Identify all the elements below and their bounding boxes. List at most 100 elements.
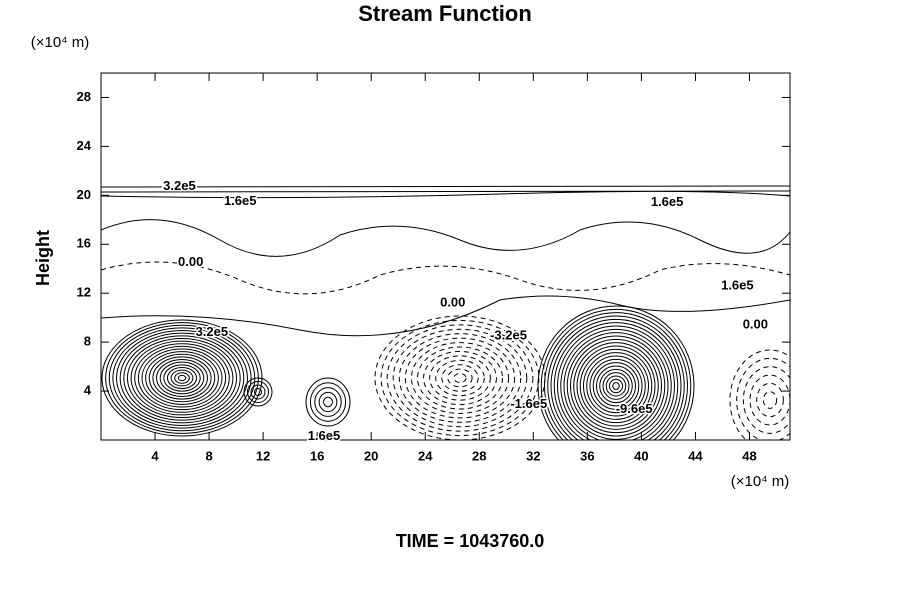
contour-ring <box>441 364 479 392</box>
contour-ring <box>742 366 790 434</box>
x-tick-label: 4 <box>151 448 159 463</box>
contour-ring <box>544 312 688 440</box>
contour-line <box>101 295 790 337</box>
contour-ring <box>566 335 666 437</box>
contour-ring <box>123 335 241 421</box>
contour-ring <box>557 325 675 440</box>
contour-ring <box>159 361 205 395</box>
y-tick-label: 28 <box>77 89 91 104</box>
x-tick-label: 36 <box>580 448 594 463</box>
contour-ring <box>570 338 662 434</box>
contour-ring <box>374 315 546 440</box>
contour-ring <box>174 372 190 384</box>
chart-title: Stream Function <box>358 1 532 26</box>
contour-ring <box>563 332 669 440</box>
plot-frame <box>100 72 791 441</box>
contour-ring <box>318 391 338 413</box>
contour-ring <box>112 327 252 429</box>
contour-ring <box>152 356 212 400</box>
contour-ring <box>609 378 623 394</box>
contour-label: 1.6e5 <box>721 277 754 292</box>
contour-ring <box>560 328 672 440</box>
footer: TIME = 1043760.0 <box>396 531 545 551</box>
contour-ring <box>247 381 269 403</box>
contour-ring <box>116 330 248 426</box>
contour-ring <box>141 348 223 408</box>
contour-line <box>101 261 790 295</box>
contour-ring <box>540 308 692 440</box>
contour-label: 0.00 <box>440 294 465 309</box>
contour-ring <box>166 366 198 390</box>
contour-ring <box>156 359 208 397</box>
contour-label: 0.00 <box>178 254 203 269</box>
contour-ring <box>314 387 342 417</box>
contour-ring <box>435 359 485 397</box>
contour-ring <box>137 345 227 411</box>
contour-ring <box>250 384 266 400</box>
y-tick-label: 12 <box>77 285 91 300</box>
contour-ring <box>126 337 238 419</box>
contour-ring <box>163 364 201 392</box>
contour-ring <box>550 318 682 440</box>
contour-label: -3.2e5 <box>490 327 527 342</box>
y-tick-label: 20 <box>77 187 91 202</box>
y-tick-label: 24 <box>77 138 92 153</box>
contour-label: -9.6e5 <box>616 401 653 416</box>
contour-label: 3.2e5 <box>163 178 196 193</box>
x-unit: (×10⁴ m) <box>731 473 790 490</box>
contour-ring <box>429 355 491 401</box>
contour-ring <box>243 377 273 407</box>
contour-ring <box>453 373 467 383</box>
contour-ring <box>398 333 522 423</box>
x-tick-label: 20 <box>364 448 378 463</box>
contour-ring <box>145 351 219 405</box>
x-tick-label: 8 <box>205 448 212 463</box>
x-tick-label: 12 <box>256 448 270 463</box>
contour-ring <box>762 391 778 409</box>
contour-ring <box>576 345 656 427</box>
x-tick-label: 24 <box>418 448 433 463</box>
y-tick-label: 4 <box>84 383 92 398</box>
contour-ring <box>177 374 187 382</box>
y-tick-label: 8 <box>84 334 91 349</box>
x-tick-label: 16 <box>310 448 324 463</box>
contour-ring <box>583 352 649 420</box>
contour-ring <box>323 396 333 408</box>
contour-ring <box>101 319 263 437</box>
contour-ring <box>392 328 528 428</box>
contour-ring <box>404 337 516 419</box>
x-tick-label: 28 <box>472 448 486 463</box>
contour-ring <box>586 355 646 417</box>
contour-label: 3.2e5 <box>196 324 229 339</box>
y-tick-label: 16 <box>77 236 91 251</box>
contour-label: -1.6e5 <box>510 396 547 411</box>
contour-ring <box>119 332 245 424</box>
contour-ring <box>447 368 473 388</box>
contour-ring <box>756 382 784 418</box>
contour-band <box>101 185 790 199</box>
contour-lines <box>101 185 790 440</box>
contour-ring <box>417 346 503 410</box>
contour-ring <box>148 353 216 403</box>
x-tick-label: 48 <box>742 448 756 463</box>
contour-ring <box>130 340 234 416</box>
contour-label: 1.6e5 <box>651 194 684 209</box>
contour-ring <box>596 365 636 407</box>
contour-ring <box>305 377 351 427</box>
x-tick-label: 32 <box>526 448 540 463</box>
contour-ring <box>423 350 497 406</box>
x-tick-label: 40 <box>634 448 648 463</box>
contour-ring <box>553 322 679 440</box>
y-unit: (×10⁴ m) <box>31 34 90 51</box>
contour-label: 1.6e5 <box>308 428 341 443</box>
contour-ring <box>573 342 659 430</box>
contour-ring <box>612 382 620 390</box>
contour-ring <box>605 375 627 397</box>
contour-ring <box>410 342 510 414</box>
contour-ring <box>254 388 262 396</box>
contour-label: 0.00 <box>743 316 768 331</box>
contour-ring <box>380 319 540 437</box>
contour-ring <box>547 315 685 440</box>
